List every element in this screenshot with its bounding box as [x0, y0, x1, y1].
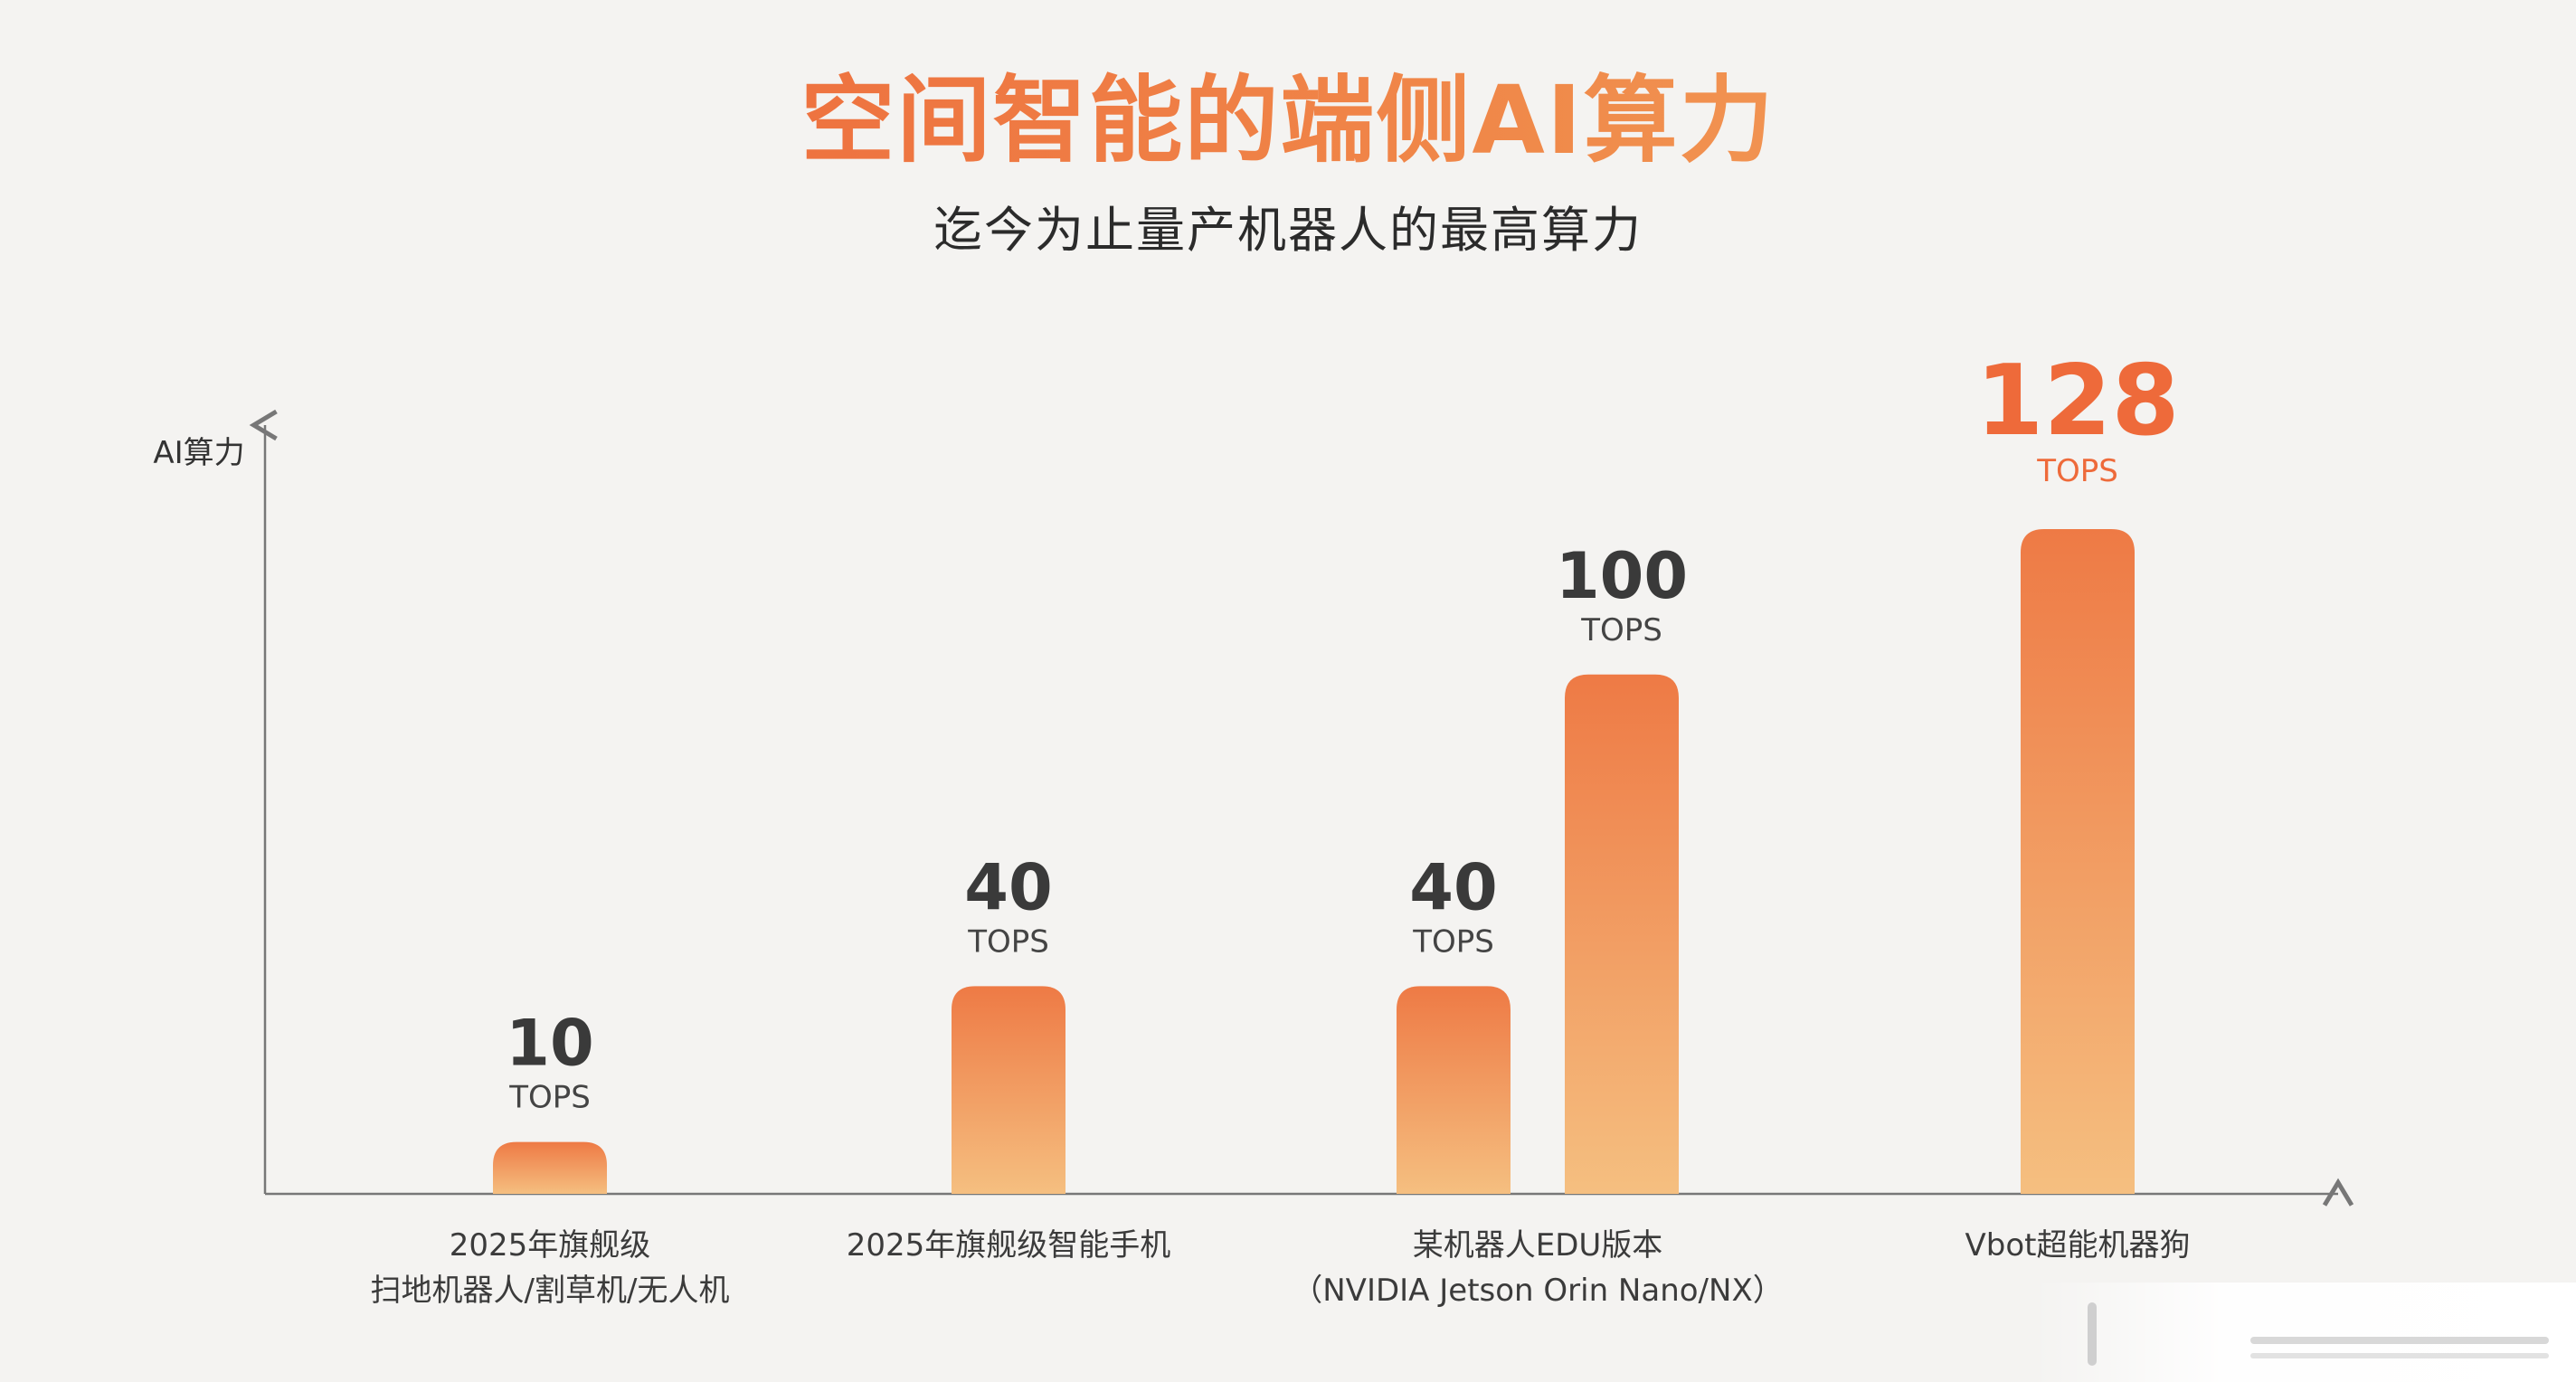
page-subtitle: 迄今为止量产机器人的最高算力	[933, 202, 1643, 259]
category-label: 2025年旗舰级	[450, 1227, 651, 1264]
data-label-unit: TOPS	[967, 923, 1049, 960]
page-title: 空间智能的端侧AI算力	[0, 43, 2576, 180]
corner-ui-fragment	[2033, 1283, 2576, 1382]
bar	[1397, 986, 1511, 1194]
data-label-unit: TOPS	[1412, 923, 1494, 960]
bar	[952, 986, 1065, 1194]
data-label-unit: TOPS	[508, 1080, 591, 1116]
data-label-unit: TOPS	[1580, 612, 1662, 648]
category-label: 2025年旗舰级智能手机	[847, 1227, 1171, 1264]
data-label-value: 128	[1975, 345, 2179, 458]
data-label-value: 100	[1556, 539, 1688, 613]
data-label-value: 40	[964, 850, 1052, 924]
category-label: Vbot超能机器狗	[1965, 1227, 2191, 1264]
data-label-unit: TOPS	[2036, 453, 2118, 489]
bar	[1565, 674, 1679, 1194]
category-label: （NVIDIA Jetson Orin Nano/NX）	[1292, 1273, 1784, 1309]
data-label-value: 40	[1409, 850, 1497, 924]
bar	[493, 1141, 607, 1194]
decorative-line	[2250, 1337, 2549, 1344]
y-axis-label: AI算力	[153, 435, 244, 471]
category-label: 扫地机器人/割草机/无人机	[371, 1273, 730, 1309]
category-label: 某机器人EDU版本	[1413, 1227, 1663, 1264]
decorative-line	[2250, 1353, 2549, 1358]
bar	[2021, 529, 2135, 1194]
scroll-handle	[2088, 1302, 2097, 1366]
data-label-value: 10	[506, 1007, 593, 1081]
